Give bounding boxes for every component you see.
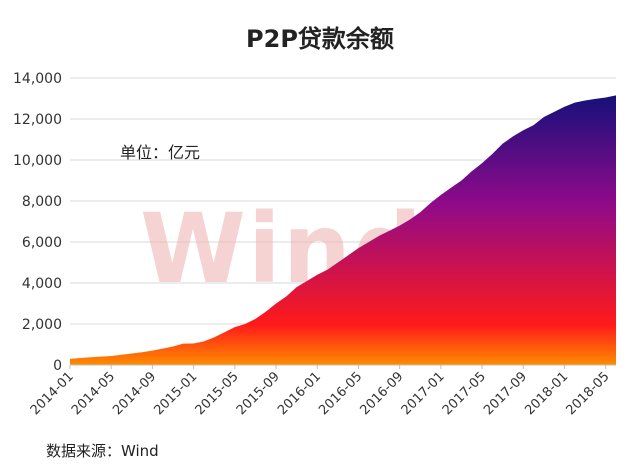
y-tick-label: 2,000 — [22, 317, 62, 333]
series-area — [70, 95, 616, 366]
y-tick-label: 0 — [53, 358, 62, 374]
x-tick-label: 2015-01 — [151, 369, 200, 418]
gridlines — [70, 77, 616, 325]
x-tick-label: 2016-09 — [357, 369, 406, 418]
unit-label: 单位：亿元 — [120, 143, 200, 162]
x-tick-label: 2015-05 — [193, 369, 242, 418]
y-tick-label: 4,000 — [22, 276, 62, 292]
x-tick-label: 2014-09 — [110, 369, 159, 418]
y-tick-label: 6,000 — [22, 235, 62, 251]
x-tick-label: 2015-09 — [234, 369, 283, 418]
x-tick-label: 2016-01 — [275, 369, 324, 418]
x-tick-label: 2017-09 — [481, 369, 530, 418]
x-tick-label: 2014-05 — [69, 369, 118, 418]
y-tick-label: 10,000 — [13, 153, 62, 169]
chart-title: P2P贷款余额 — [246, 25, 394, 53]
x-tick-label: 2016-05 — [316, 369, 365, 418]
x-tick-label: 2017-01 — [399, 369, 448, 418]
x-tick-label: 2018-05 — [564, 369, 613, 418]
y-tick-label: 12,000 — [13, 112, 62, 128]
x-tick-label: 2018-01 — [522, 369, 571, 418]
y-tick-label: 8,000 — [22, 194, 62, 210]
x-axis-ticks: 2014-012014-052014-092015-012015-052015-… — [28, 365, 613, 418]
x-tick-label: 2014-01 — [28, 369, 77, 418]
source-note: 数据来源：Wind — [46, 442, 159, 460]
y-tick-label: 14,000 — [13, 71, 62, 87]
x-tick-label: 2017-05 — [440, 369, 489, 418]
y-axis-ticks: 0 2,000 4,000 6,000 8,000 10,000 12,000 14,000 — [13, 71, 62, 374]
